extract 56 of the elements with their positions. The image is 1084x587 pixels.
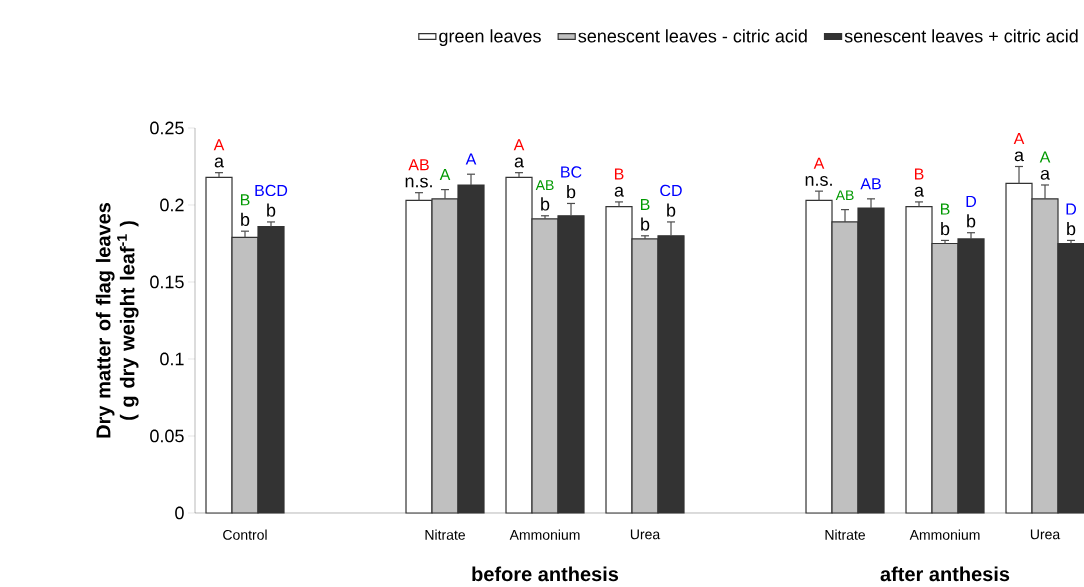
annotation: CD	[660, 184, 682, 197]
annotation: B	[614, 168, 624, 180]
annotation: A	[439, 168, 451, 180]
data-label: b	[1067, 222, 1076, 236]
y-tick-label: 0.25	[150, 121, 184, 135]
data-label: b	[641, 217, 650, 231]
annotation: AB	[860, 178, 881, 190]
data-label: a	[214, 157, 224, 168]
x-tick-label: Ammonium	[509, 529, 580, 540]
text: before anthesis	[472, 566, 619, 582]
annotation: D	[1066, 203, 1077, 215]
annotation: A	[213, 139, 225, 151]
annotation: A	[513, 139, 525, 151]
legend-label: senescent leaves + citric acid	[844, 29, 1078, 43]
data-label: n.s.	[405, 177, 432, 188]
x-tick-label: Nitrate	[425, 529, 465, 540]
x-tick-label: Nitrate	[825, 529, 865, 540]
annotation: AB	[835, 190, 854, 201]
x-tick-label: Urea	[1030, 529, 1061, 540]
data-label: b	[667, 203, 676, 217]
annotation: A	[813, 157, 825, 169]
annotation: A	[1013, 133, 1025, 145]
y-tick-label: 0.15	[150, 275, 184, 289]
annotation: B	[914, 168, 924, 180]
data-label: b	[241, 212, 250, 226]
annotation: B	[940, 203, 950, 215]
data-label: a	[614, 186, 625, 197]
legend-label: green leaves	[439, 29, 541, 47]
annotation: A	[465, 153, 477, 165]
data-label: b	[941, 222, 950, 236]
data-label: n.s.	[805, 176, 832, 186]
data-label: a	[1014, 151, 1025, 162]
annotation: D	[966, 195, 977, 207]
annotation: AB	[408, 159, 429, 171]
data-label: b	[967, 214, 976, 228]
text: after anthesis	[880, 566, 1010, 582]
y-tick-label: 0.05	[150, 429, 184, 443]
annotation: AB	[535, 180, 554, 190]
data-label: a	[1040, 169, 1051, 180]
annotation: BCD	[255, 184, 288, 197]
x-tick-label: Urea	[630, 529, 661, 540]
legend-label: senescent leaves - citric acid	[578, 29, 807, 43]
y-tick-label: 0.1	[160, 352, 184, 366]
data-label: b	[567, 185, 576, 199]
annotation: B	[240, 194, 250, 206]
data-label: b	[267, 203, 276, 217]
y-tick-label: 0.2	[160, 198, 184, 212]
data-label: a	[514, 157, 525, 168]
annotation: B	[640, 198, 650, 210]
data-label: a	[914, 186, 925, 197]
annotation: BC	[561, 166, 582, 178]
data-label: b	[541, 197, 550, 211]
y-tick-label: 0	[175, 506, 184, 520]
annotation: A	[1039, 151, 1051, 163]
x-tick-label: Control	[223, 529, 267, 540]
x-tick-label: Ammonium	[909, 529, 980, 540]
